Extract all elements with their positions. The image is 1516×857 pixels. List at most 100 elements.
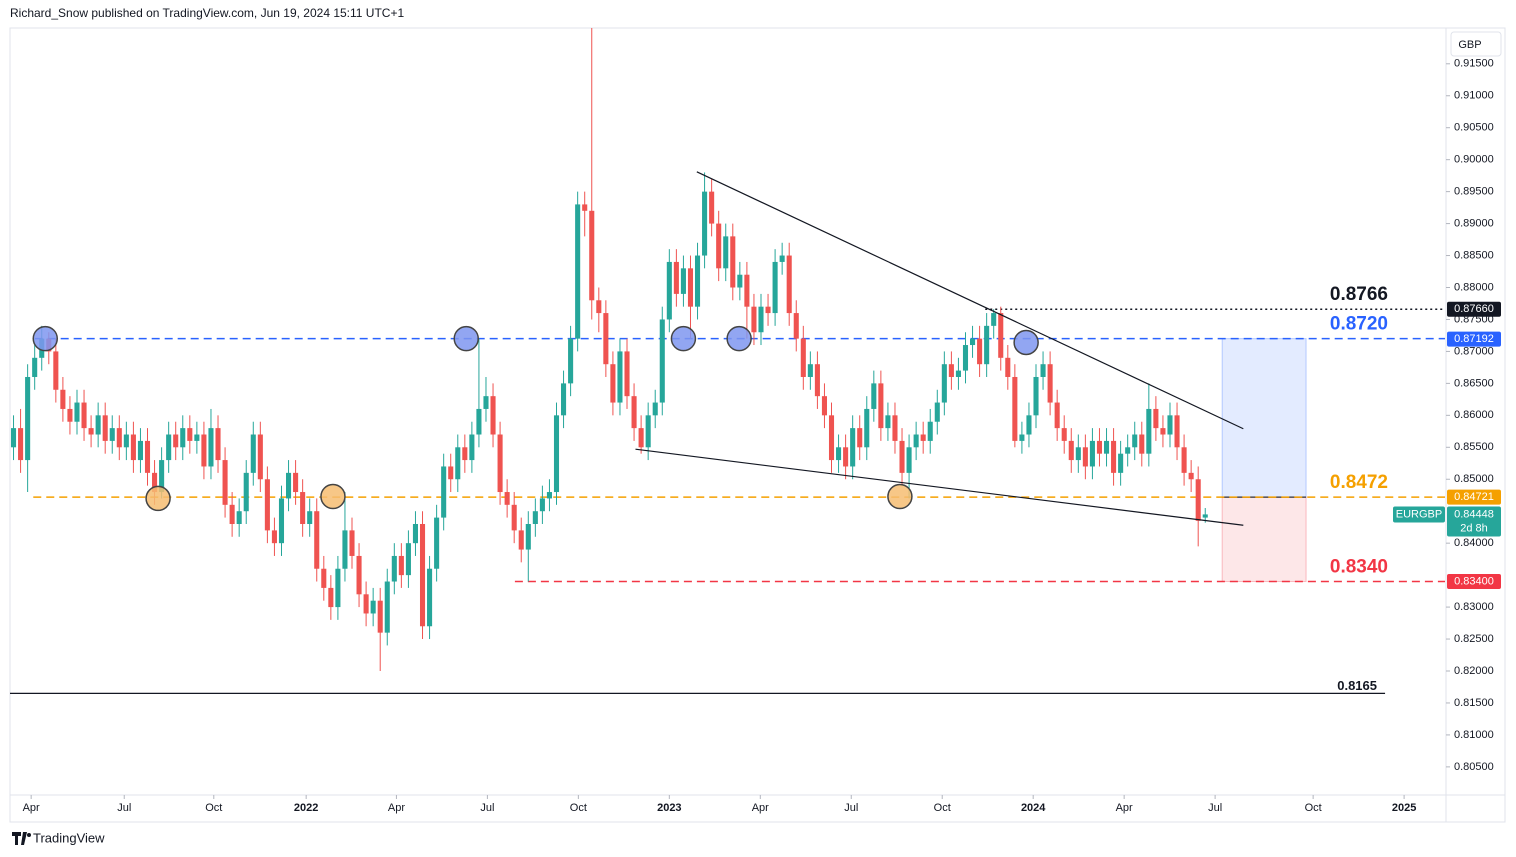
touch-marker (887, 483, 913, 510)
candle-body (102, 415, 108, 441)
candle-body (730, 236, 736, 288)
candle-body (229, 504, 235, 524)
candle-body (1188, 472, 1194, 480)
candle-body (109, 428, 115, 441)
candle-body (363, 594, 369, 614)
candle-body (137, 440, 143, 461)
candle-body (384, 581, 390, 633)
candle-body (1026, 415, 1032, 435)
y-tick-label: 0.87000 (1454, 345, 1494, 357)
candle-body (1118, 453, 1124, 473)
candle-body (1174, 415, 1180, 448)
trendline (635, 448, 1244, 526)
candle-body (490, 396, 496, 435)
y-tick-label: 0.86500 (1454, 377, 1494, 389)
frame (9, 27, 1506, 823)
candle-body (67, 408, 73, 422)
candle-body (173, 434, 179, 448)
candle-body (546, 492, 552, 499)
candle-body (159, 460, 165, 493)
candle-body (955, 370, 961, 377)
candle-body (800, 338, 806, 377)
candle-body (328, 587, 334, 608)
plot (10, 28, 1445, 695)
x-tick-label: Apr (23, 802, 40, 814)
candle-body (934, 402, 940, 422)
candle-body (278, 498, 285, 544)
symbol-tag (1393, 506, 1445, 523)
candle-body (504, 492, 510, 505)
candle-body (60, 389, 66, 409)
candle-body (596, 300, 602, 314)
currency-box[interactable] (1450, 31, 1502, 57)
candle-body (821, 396, 827, 416)
y-tick-label: 0.80500 (1454, 761, 1494, 773)
candle-body (152, 472, 158, 493)
candle-body (412, 523, 419, 544)
price-tag-label: 0.84721 (1454, 491, 1494, 503)
candle-body (814, 364, 820, 397)
candle-body (624, 351, 630, 397)
candle-body (617, 351, 623, 403)
candle-body (666, 261, 672, 320)
candle-body (215, 428, 221, 461)
candle-body (793, 313, 799, 339)
candle-body (737, 274, 743, 288)
candle-body (518, 530, 524, 550)
brand-logo (12, 832, 31, 845)
candle-body (434, 517, 440, 569)
candle-body (779, 255, 785, 262)
candle-body (878, 383, 884, 429)
candle-body (194, 434, 200, 441)
candle-body (525, 523, 531, 550)
support-label: 0.8165 (1337, 678, 1377, 693)
y-tick-label: 0.91500 (1454, 58, 1494, 70)
touch-marker (32, 325, 59, 352)
candle-body (455, 447, 461, 480)
candle-body (962, 345, 969, 371)
price-tag (1447, 331, 1501, 347)
level-label: 0.8340 (1330, 557, 1388, 578)
candle-body (702, 191, 708, 256)
candle-body (941, 364, 947, 403)
candle-body (208, 428, 214, 467)
chart-title: Richard_Snow published on TradingView.co… (10, 6, 404, 20)
candle-body (751, 306, 757, 333)
x-tick-label: Oct (934, 802, 951, 814)
candle-body (984, 325, 990, 365)
candle-body (807, 364, 813, 377)
trendline (696, 171, 1244, 430)
price-tag-label: 0.87192 (1454, 333, 1494, 345)
y-tick-label: 0.89500 (1454, 186, 1494, 198)
touch-marker (145, 485, 171, 512)
candle-body (10, 428, 17, 448)
candle-body (553, 415, 560, 493)
candle-body (1181, 447, 1187, 473)
candle-body (857, 428, 863, 448)
stop-zone (1221, 496, 1307, 583)
candle-body (356, 555, 362, 595)
candle-body (314, 511, 320, 569)
x-tick-label: Apr (1116, 802, 1133, 814)
y-tick-label: 0.91000 (1454, 90, 1494, 102)
candle-body (1082, 447, 1088, 467)
candle-body (95, 415, 101, 435)
x-tick-label: Apr (752, 802, 769, 814)
x-tick-label: 2024 (1021, 802, 1046, 814)
candle-body (166, 434, 172, 461)
candle-body (652, 402, 658, 416)
y-tick-label: 0.82500 (1454, 633, 1494, 645)
x-tick-label: Oct (570, 802, 587, 814)
touch-marker (320, 483, 346, 510)
candle-body (645, 415, 651, 448)
candle-body (673, 261, 679, 294)
candle-body (476, 408, 482, 435)
y-tick-label: 0.90500 (1454, 122, 1494, 134)
candle-body (448, 466, 454, 480)
candle-body (532, 511, 538, 524)
brand: TradingView (33, 830, 105, 845)
candle-body (130, 434, 136, 461)
candle-body (398, 555, 404, 576)
y-tick-label: 0.84000 (1454, 537, 1494, 549)
level-label: 0.8766 (1330, 284, 1388, 305)
